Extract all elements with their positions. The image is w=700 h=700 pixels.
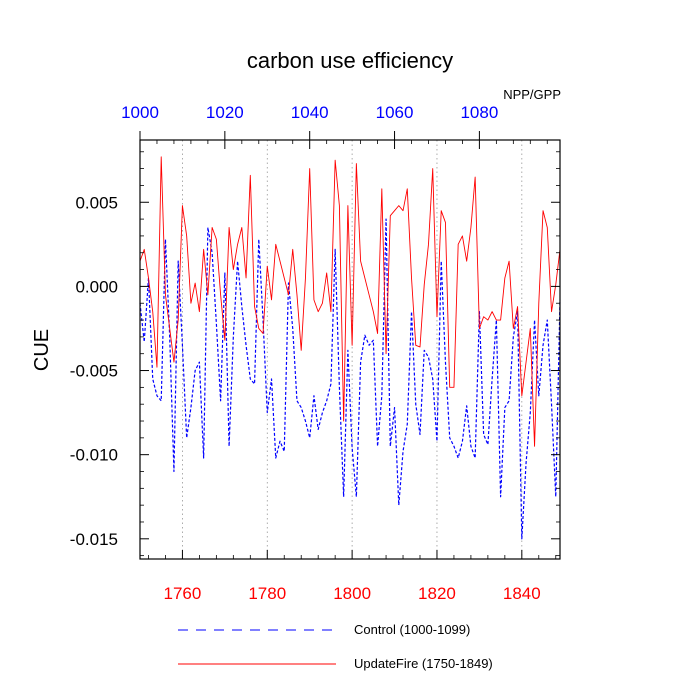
- axis-ticks: 1760 1780 1800 1820 1840 1000 1020 1040 1060 1080…: [70, 103, 560, 603]
- bottom-tick-label: 1800: [333, 584, 371, 603]
- control-series-line: [139, 218, 561, 540]
- legend-control-label: Control (1000-1099): [354, 622, 470, 637]
- y-tick-label: 0.005: [75, 193, 118, 212]
- series-layer: [139, 156, 561, 540]
- plot-frame: [139, 139, 561, 560]
- bottom-tick-label: 1760: [164, 584, 202, 603]
- bottom-tick-label: 1820: [418, 584, 456, 603]
- y-tick-label: -0.005: [70, 362, 118, 381]
- top-tick-label: 1060: [376, 103, 414, 122]
- y-tick-label: -0.010: [70, 446, 118, 465]
- bottom-tick-label: 1780: [248, 584, 286, 603]
- bottom-tick-label: 1840: [503, 584, 541, 603]
- top-tick-label: 1000: [121, 103, 159, 122]
- legend-updatefire-label: UpdateFire (1750-1849): [354, 656, 493, 671]
- units-label: NPP/GPP: [503, 87, 561, 102]
- chart-title: carbon use efficiency: [247, 48, 453, 73]
- y-axis-label: CUE: [31, 329, 53, 371]
- updatefire-series-line: [139, 156, 561, 447]
- top-tick-label: 1020: [206, 103, 244, 122]
- y-tick-label: -0.015: [70, 530, 118, 549]
- top-tick-label: 1080: [460, 103, 498, 122]
- top-tick-label: 1040: [291, 103, 329, 122]
- y-tick-label: 0.000: [75, 277, 118, 296]
- legend: Control (1000-1099) UpdateFire (1750-184…: [178, 622, 493, 671]
